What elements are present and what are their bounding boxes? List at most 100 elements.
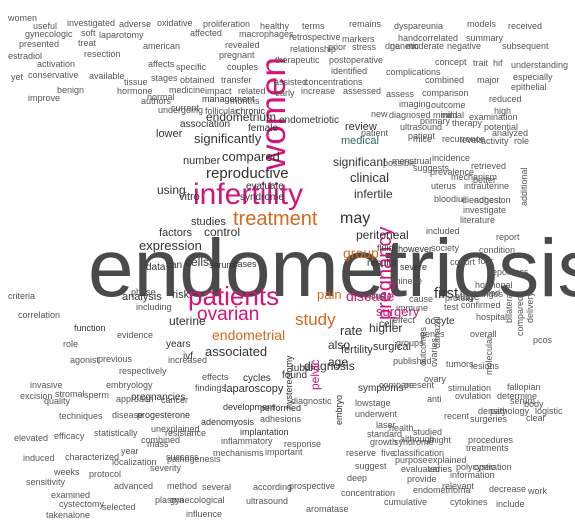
cloud-word: advanced	[114, 481, 154, 491]
cloud-word: summary	[466, 33, 504, 43]
cloud-word: decrease	[489, 484, 527, 494]
cloud-word: concentrations	[304, 77, 363, 87]
cloud-word: dienogest	[462, 195, 502, 205]
cloud-word: results	[367, 258, 397, 269]
cloud-word: diagnosed	[389, 110, 431, 120]
cloud-word: four	[478, 256, 494, 266]
cloud-word: current	[171, 103, 200, 113]
cloud-word: suggests	[413, 163, 450, 173]
cloud-word: influence	[186, 509, 223, 519]
cloud-word: additional	[519, 167, 529, 206]
cloud-word: density	[478, 406, 507, 416]
cloud-word: factors	[159, 227, 193, 239]
cloud-word: sensitivity	[26, 477, 66, 487]
cloud-word: reproductive	[206, 165, 289, 182]
cloud-word: medicine	[169, 85, 206, 95]
cloud-word: patient	[408, 131, 436, 141]
cloud-word: classification	[393, 448, 445, 458]
cloud-word: role	[63, 339, 79, 349]
cloud-word: ovarian	[197, 304, 260, 325]
cloud-word: minimal	[433, 110, 465, 120]
cloud-word: understanding	[511, 60, 569, 70]
cloud-word: follicular	[205, 106, 239, 116]
cloud-word: important	[265, 447, 303, 457]
cloud-word: review	[345, 121, 377, 133]
cloud-word: using	[157, 183, 186, 197]
cloud-word: performed	[260, 403, 302, 413]
cloud-word: ivf	[183, 351, 193, 362]
cloud-word: infertile	[354, 187, 393, 201]
cloud-word: complications	[386, 67, 441, 77]
cloud-word: effects	[202, 372, 229, 382]
cloud-word: useful	[33, 21, 58, 31]
cloud-word: identified	[331, 66, 368, 76]
cloud-word: laser	[376, 420, 396, 430]
cloud-word: risk	[172, 289, 190, 301]
cloud-word: patients	[188, 281, 280, 311]
cloud-word: progesterone	[137, 410, 191, 420]
cloud-word: recent	[444, 411, 470, 421]
cloud-word: effect	[393, 315, 415, 325]
cloud-word: value	[364, 291, 386, 301]
cloud-word: women	[8, 13, 38, 23]
cloud-word: reduced	[489, 94, 522, 104]
cloud-word: unexplained	[151, 424, 200, 434]
cloud-word: determine	[497, 391, 538, 401]
cloud-word: genes	[420, 329, 445, 339]
cloud-word: peritoneal	[356, 228, 409, 242]
cloud-word: therapy	[452, 118, 483, 128]
cloud-word: purpose	[395, 455, 428, 465]
cloud-word: first	[434, 285, 459, 302]
cloud-word: stages	[151, 73, 178, 83]
cloud-word: new	[371, 109, 388, 119]
cloud-word: medical	[341, 135, 379, 147]
cloud-word: available	[89, 71, 125, 81]
cloud-word: postoperative	[329, 55, 384, 65]
cloud-word: high	[494, 106, 512, 116]
cloud-word: pathogenesis	[167, 454, 221, 464]
cloud-word: early	[275, 88, 295, 98]
cloud-word: hormone	[117, 86, 153, 96]
cloud-word: study	[295, 310, 336, 329]
cloud-word: lesions	[471, 361, 500, 371]
cloud-word: health	[389, 423, 414, 433]
cloud-word: evaluated	[401, 464, 441, 474]
cloud-word: impact	[205, 86, 232, 96]
cloud-word: concentration	[341, 488, 396, 498]
cloud-word: incidence	[432, 153, 471, 163]
cloud-word: success	[166, 452, 199, 462]
cloud-word: measured	[460, 288, 501, 298]
cloud-word: affects	[148, 59, 175, 69]
cloud-word: stress	[352, 42, 377, 52]
cloud-word: hospital	[476, 312, 508, 322]
cloud-word: quality	[44, 396, 71, 406]
cloud-word: standard	[367, 429, 403, 439]
cloud-word: retrieved	[471, 161, 507, 171]
cloud-word: severe	[400, 262, 428, 272]
cloud-word: vitro	[179, 191, 200, 203]
cloud-word: embryology	[106, 380, 153, 390]
cloud-word: syndrome	[240, 192, 284, 203]
cloud-word: assisted	[274, 77, 308, 87]
cloud-word: surgeries	[470, 414, 508, 424]
cloud-word: include	[496, 499, 525, 509]
cloud-word: therapeutic	[275, 55, 320, 65]
cloud-word: ovulation	[455, 391, 492, 401]
cloud-word: endometrioma	[413, 485, 471, 495]
cloud-word: received	[508, 21, 543, 31]
cloud-word: approach	[116, 394, 154, 404]
cloud-word: serum	[209, 260, 235, 270]
cloud-word: ovary	[424, 374, 447, 384]
cloud-word: ultrasound	[400, 122, 443, 132]
cloud-word: disease	[346, 288, 395, 304]
cloud-word: may	[340, 210, 371, 227]
cloud-word: significant	[333, 155, 387, 169]
cloud-word: chronic	[236, 106, 266, 116]
cloud-word: cytokines	[450, 497, 488, 507]
cloud-word: activation	[37, 59, 76, 69]
cloud-word: delivery	[525, 291, 535, 323]
cloud-word: levels	[460, 135, 484, 145]
cloud-word: fluid	[377, 243, 394, 253]
cloud-word: characterized	[65, 452, 120, 462]
cloud-word: recurrence	[442, 134, 486, 144]
